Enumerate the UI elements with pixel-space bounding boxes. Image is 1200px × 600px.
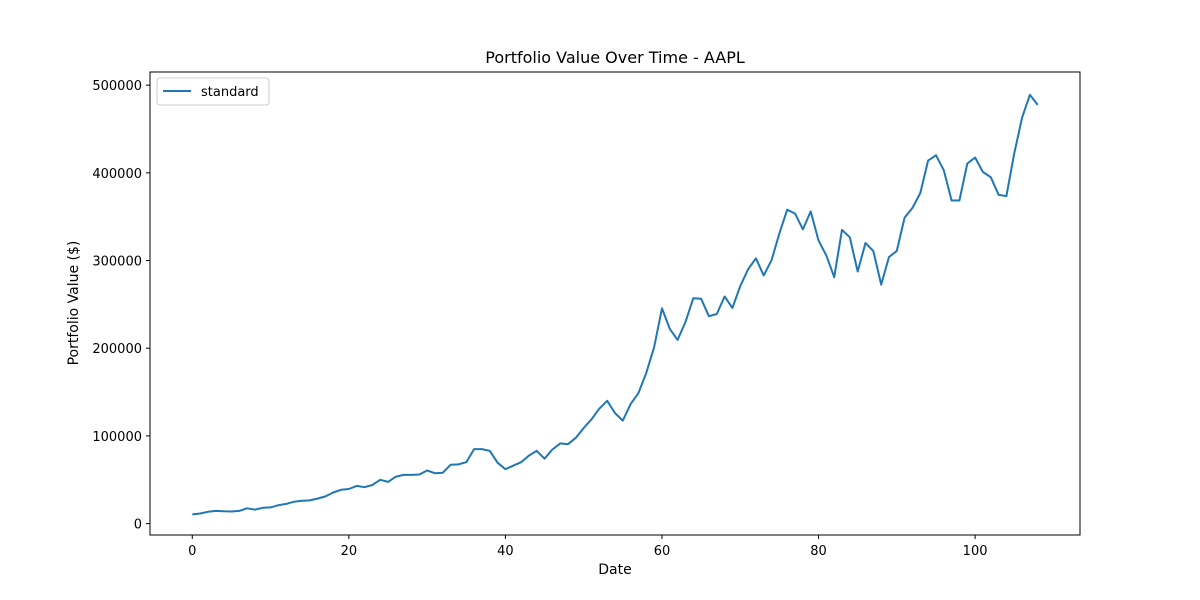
x-axis-label: Date <box>598 562 631 578</box>
y-tick-label: 400000 <box>92 167 142 182</box>
y-tick-label: 200000 <box>92 342 142 357</box>
legend: standard <box>156 77 270 106</box>
x-tick-label: 40 <box>497 544 514 559</box>
x-tick-label: 60 <box>654 544 671 559</box>
y-axis-label: Portfolio Value ($) <box>66 241 82 366</box>
series-line-standard <box>192 93 1039 516</box>
legend-label-standard: standard <box>201 85 259 100</box>
y-tick-label: 500000 <box>92 79 142 94</box>
y-tick-label: 300000 <box>92 255 142 270</box>
plot-frame <box>149 71 1081 536</box>
y-tick-label: 100000 <box>92 430 142 445</box>
plot-area: 0 20 40 60 80 100 0 100000 200000 300000 400000 500… <box>92 71 1081 559</box>
x-tick-label: 80 <box>810 544 827 559</box>
y-tick-label: 0 <box>134 518 142 533</box>
legend-box <box>156 77 270 106</box>
x-tick-label: 100 <box>963 544 988 559</box>
x-tick-label: 20 <box>341 544 358 559</box>
x-tick-label: 0 <box>188 544 196 559</box>
chart-title: Portfolio Value Over Time - AAPL <box>485 48 745 67</box>
